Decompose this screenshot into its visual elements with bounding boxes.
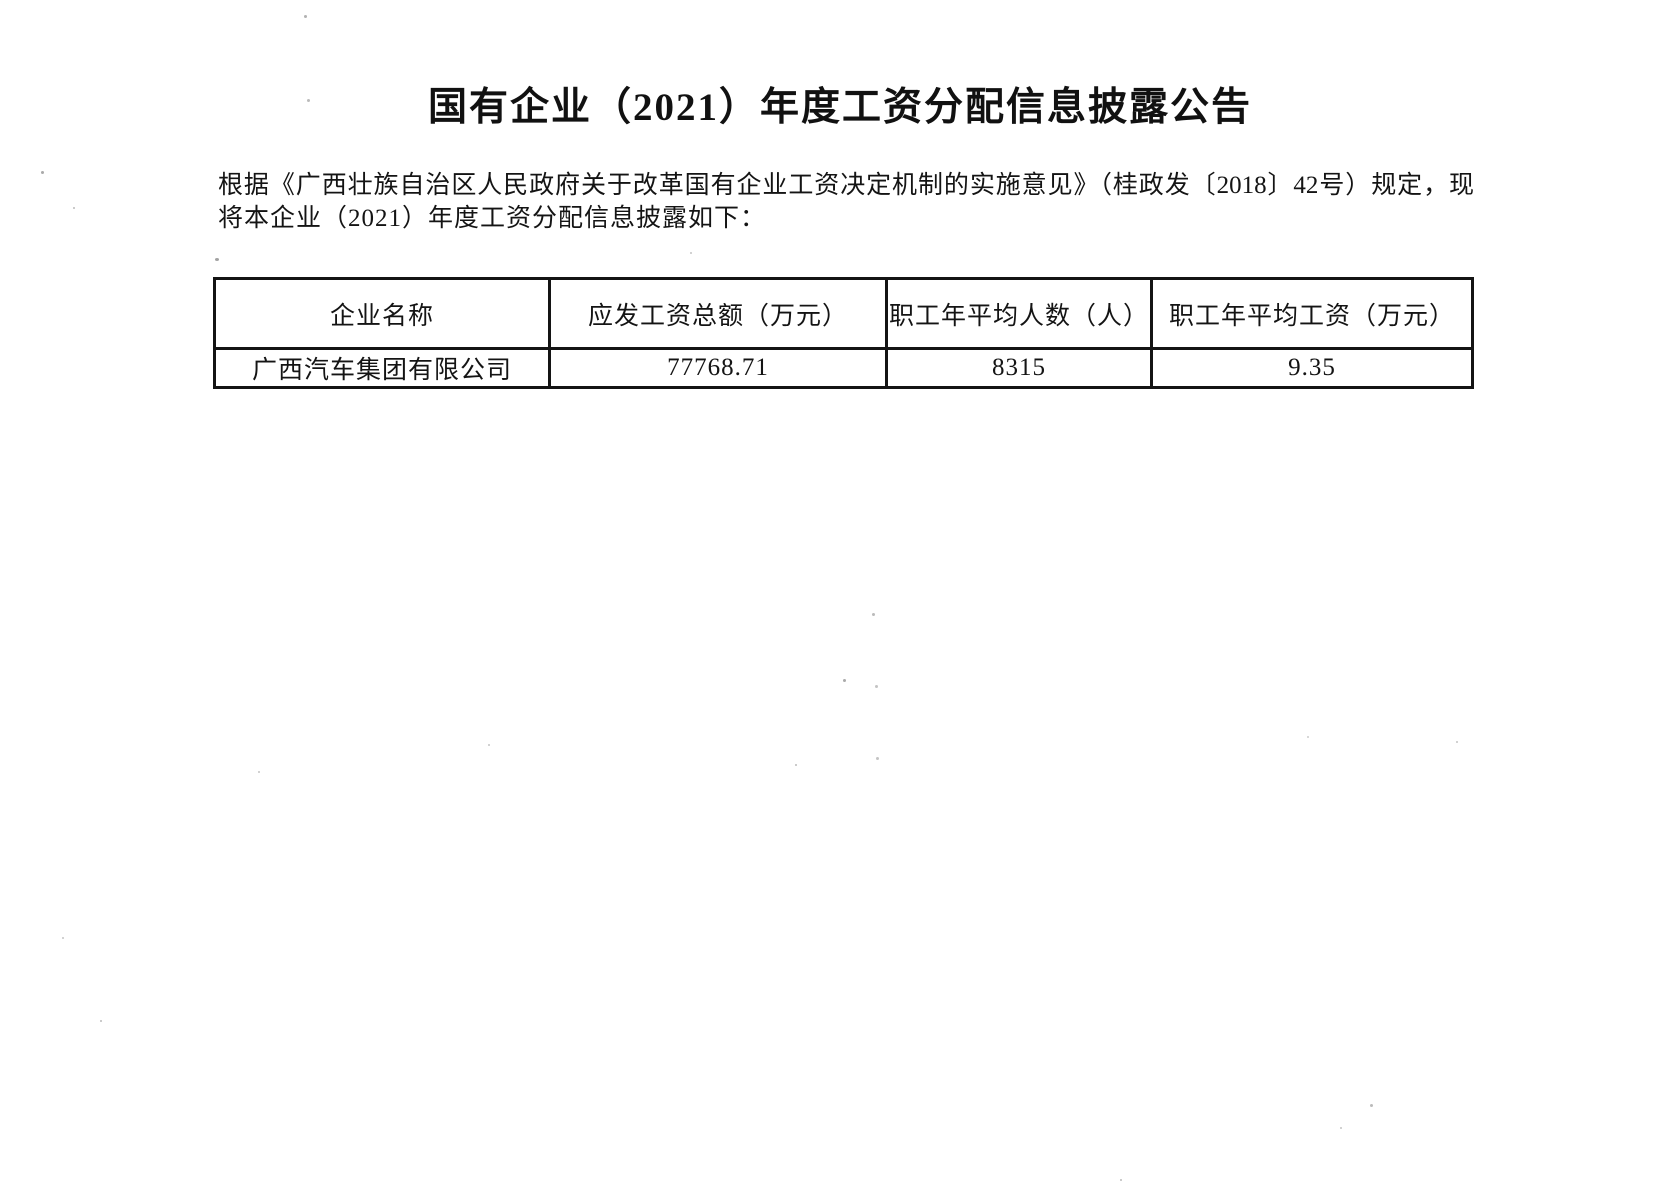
cell-total-payable-wages: 77768.71 xyxy=(548,347,888,389)
scan-speck xyxy=(1340,1127,1342,1129)
scan-speck xyxy=(62,937,64,939)
cell-average-annual-wage: 9.35 xyxy=(1150,347,1474,389)
header-cell-average-annual-wage: 职工年平均工资（万元） xyxy=(1150,277,1474,350)
scan-speck xyxy=(488,744,490,746)
scan-speck xyxy=(215,258,219,261)
header-cell-enterprise-name: 企业名称 xyxy=(213,277,551,350)
intro-paragraph: 根据《广西壮族自治区人民政府关于改革国有企业工资决定机制的实施意见》（桂政发〔2… xyxy=(218,169,1474,235)
header-cell-total-payable-wages: 应发工资总额（万元） xyxy=(548,277,888,350)
scan-speck xyxy=(1120,1179,1122,1181)
scan-speck xyxy=(876,757,879,760)
cell-enterprise-name: 广西汽车集团有限公司 xyxy=(213,347,551,389)
wage-disclosure-table: 企业名称 应发工资总额（万元） 职工年平均人数（人） 职工年平均工资（万元） 广… xyxy=(213,277,1474,389)
scan-speck xyxy=(1456,741,1458,743)
intro-paragraph-line-1: 根据《广西壮族自治区人民政府关于改革国有企业工资决定机制的实施意见》（桂政发〔2… xyxy=(218,172,1474,199)
scan-speck xyxy=(843,679,846,682)
cell-average-employee-count: 8315 xyxy=(885,347,1153,389)
scan-speck xyxy=(41,171,44,174)
scan-speck xyxy=(875,685,878,688)
scan-speck xyxy=(690,252,692,254)
scan-speck xyxy=(73,207,75,209)
table-header-row: 企业名称 应发工资总额（万元） 职工年平均人数（人） 职工年平均工资（万元） xyxy=(213,277,1474,350)
scan-speck xyxy=(1307,736,1309,738)
document-title: 国有企业（2021）年度工资分配信息披露公告 xyxy=(427,86,1252,129)
scan-speck xyxy=(872,613,875,616)
scan-speck xyxy=(795,764,797,766)
table-row: 广西汽车集团有限公司 77768.71 8315 9.35 xyxy=(213,347,1474,389)
scan-speck xyxy=(258,771,260,773)
scan-speck xyxy=(304,15,307,18)
scan-speck xyxy=(100,1020,102,1022)
header-cell-average-employee-count: 职工年平均人数（人） xyxy=(885,277,1153,350)
intro-paragraph-line-2: 将本企业（2021）年度工资分配信息披露如下： xyxy=(218,205,767,232)
scan-speck xyxy=(1370,1104,1373,1107)
